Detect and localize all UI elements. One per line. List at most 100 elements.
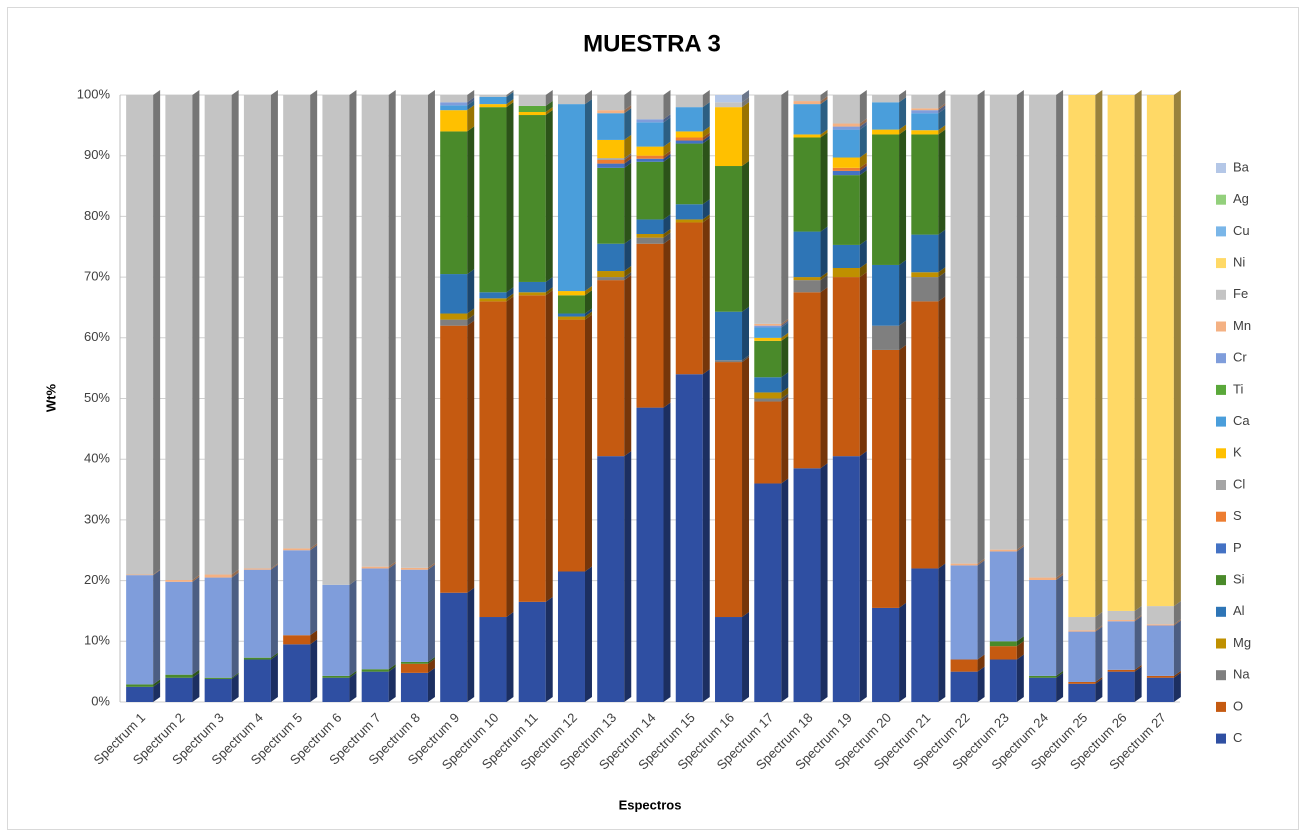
bar-segment-side [1173,90,1181,607]
bar-segment [597,271,625,278]
bar-segment [322,95,350,585]
y-tick-label: 50% [84,390,110,405]
bar-segment-side [1056,572,1064,580]
bar-segment [1029,677,1057,702]
bar-segment-side [624,238,632,272]
bar-segment [1068,617,1096,631]
legend-swatch [1216,226,1226,237]
bar-segment [754,392,782,399]
bar-segment [675,107,703,132]
bar-segment [754,398,782,402]
bar-segment [715,311,743,361]
bar-segment [479,96,507,105]
bar-segment-side [1134,664,1142,672]
bar-segment [557,319,585,572]
bar-segment [1029,95,1057,578]
bar-segment [832,157,860,168]
bar-segment [1029,675,1057,678]
bar-segment-side [624,90,632,111]
bar-segment [989,641,1017,647]
bar-segment-side [663,114,671,123]
bar-segment-side [153,570,161,685]
bar-segment-side [545,106,553,116]
bar-segment [243,569,271,658]
bar-segment-side [938,108,946,131]
bar-segment-side [663,117,671,147]
bar-segment-side [859,162,867,171]
bar-segment-side [192,574,200,582]
bar-segment [715,360,743,363]
bar-segment-side [820,463,828,702]
bar-segment-side [584,311,592,320]
bar-segment-side [781,322,789,338]
bar-segment [715,95,743,103]
bar-segment-side [427,667,435,702]
bar-segment-side [781,396,789,484]
bar-segment [950,563,978,566]
bar-segment [911,130,939,135]
bar-segment [322,584,350,676]
bar-segment [283,548,311,551]
bar-segment [126,95,154,575]
bar-segment-side [859,152,867,168]
bar-segment [675,204,703,220]
bar-segment-side [1134,666,1142,702]
bar-segment [1068,683,1096,702]
bar-segment-side [624,153,632,160]
bar-segment [518,95,546,106]
bar-segment-side [781,393,789,402]
bar-segment [243,95,271,569]
bar-segment-side [899,124,907,135]
bar-segment-side [231,569,239,578]
bar-segment-side [702,126,710,138]
bar-segment [557,95,585,105]
bar-segment-side [899,344,907,608]
bar-segment [911,113,939,131]
bar-segment-side [624,108,632,140]
legend-label: Ti [1233,381,1243,396]
bar-segment-side [624,266,632,278]
bar-segment-side [1173,601,1181,625]
bar-segment [557,104,585,292]
bar-segment [793,104,821,135]
legend-label: Al [1233,603,1245,618]
bar-segment-side [820,226,828,278]
bar-segment [1068,95,1096,618]
bar-segment-side [506,293,514,302]
bar-segment [1146,675,1174,678]
bar-segment [479,292,507,299]
legend-swatch [1216,638,1226,649]
bar-segment-side [1173,620,1181,676]
bar-segment [597,167,625,244]
y-tick-label: 30% [84,511,110,526]
bar-segment-side [742,306,750,361]
bar-segment [597,277,625,281]
legend-label: P [1233,540,1242,555]
bar-segment-side [584,99,592,292]
bar-segment [518,292,546,296]
bar-segment [204,574,232,578]
bar-segment-side [938,296,946,569]
bar-segment-side [938,105,946,114]
bar-segment [911,134,939,235]
y-tick-label: 100% [77,86,111,101]
bar-segment-side [781,320,789,328]
bar-segment [126,574,154,576]
bar-segment-side [781,478,789,702]
bar-segment [1107,610,1135,621]
bar-segment [911,568,939,702]
bar-segment [754,323,782,326]
bar-segment-side [859,118,867,127]
bar-segment-side [1095,90,1103,618]
bar-segment-side [702,90,710,108]
bar-segment [400,672,428,702]
bar-segment [1068,681,1096,684]
legend-label: Cu [1233,223,1250,238]
bar-segment-side [231,673,239,702]
y-tick-label: 60% [84,329,110,344]
bar-segment [989,646,1017,660]
bar-segment-side [506,90,514,97]
bar-segment-side [859,165,867,176]
legend-label: Mg [1233,635,1251,650]
bar-segment [872,102,900,130]
